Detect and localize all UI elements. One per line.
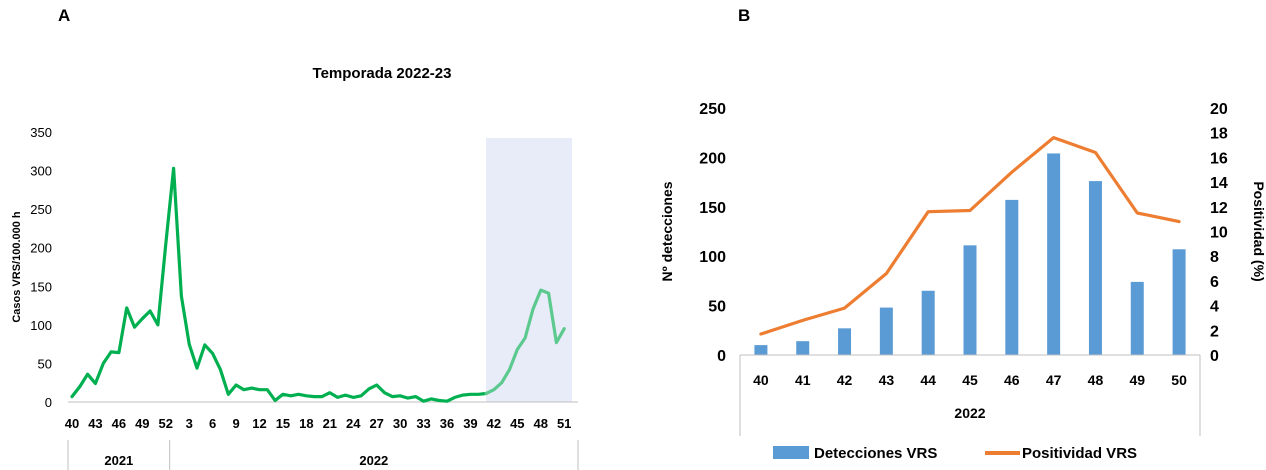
chart-a-xtick: 48 — [534, 416, 548, 431]
bar-detecciones — [879, 307, 893, 355]
bar-detecciones — [754, 345, 768, 355]
series-line-2021-22 — [70, 166, 488, 403]
chart-a-xtick: 24 — [346, 416, 361, 431]
highlight-band — [486, 138, 572, 402]
bar-detecciones — [1130, 281, 1144, 355]
bar-detecciones — [838, 328, 852, 355]
chart-b-group-label: 2022 — [954, 405, 985, 421]
chart-a-ytick: 150 — [30, 279, 52, 294]
chart-a-xtick: 6 — [209, 416, 216, 431]
chart-b-xtick: 43 — [879, 372, 895, 388]
chart-a-xtick: 42 — [487, 416, 501, 431]
chart-b-ytick: 150 — [699, 200, 726, 217]
chart-b: Nº detecciones Positividad (%)05010015020… — [659, 101, 1266, 462]
chart-a-year-label: 2021 — [104, 453, 133, 468]
chart-b-ytick-right: 4 — [1210, 299, 1219, 316]
chart-a-xtick: 49 — [135, 416, 149, 431]
series-line-2022-23 — [484, 288, 566, 396]
chart-b-ylabel: Nº detecciones — [659, 181, 675, 281]
chart-a-xtick: 36 — [440, 416, 454, 431]
chart-b-xtick: 40 — [753, 372, 769, 388]
line-positividad — [759, 136, 1181, 336]
chart-a-xtick: 12 — [252, 416, 266, 431]
chart-a-xtick: 45 — [510, 416, 524, 431]
chart-a: Temporada 2022-23 Casos VRS/100.000 h 0 50 1… — [11, 65, 579, 470]
chart-a-xtick: 30 — [393, 416, 407, 431]
panel-a-letter: A — [58, 6, 71, 25]
chart-a-xtick: 51 — [557, 416, 571, 431]
chart-a-xtick: 39 — [463, 416, 477, 431]
chart-b-ytick: 0 — [717, 348, 726, 365]
chart-a-ytick: 50 — [38, 356, 52, 371]
bar-detecciones — [796, 341, 810, 355]
bar-detecciones — [1088, 181, 1102, 355]
chart-a-xtick: 46 — [112, 416, 126, 431]
chart-a-xtick: 40 — [65, 416, 79, 431]
chart-a-ytick: 200 — [30, 241, 52, 256]
chart-a-year-label: 2022 — [359, 453, 388, 468]
chart-a-xtick: 27 — [369, 416, 383, 431]
chart-b-ytick-right: 0 — [1210, 348, 1219, 365]
chart-b-ytick-right: 16 — [1210, 150, 1228, 167]
chart-b-ytick: 50 — [708, 299, 726, 316]
chart-a-ytick: 0 — [45, 395, 52, 410]
chart-b-xtick: 41 — [795, 372, 811, 388]
chart-a-xtick: 21 — [323, 416, 337, 431]
chart-b-ytick-right: 10 — [1210, 225, 1228, 242]
chart-a-xtick: 52 — [159, 416, 173, 431]
bar-detecciones — [1005, 199, 1019, 355]
chart-b-ytick: 250 — [699, 101, 726, 118]
chart-b-ytick-right: 18 — [1210, 126, 1228, 143]
chart-a-title: Temporada 2022-23 — [313, 65, 452, 82]
legend-label-detecciones: Detecciones VRS — [814, 445, 937, 462]
chart-a-ytick: 350 — [30, 125, 52, 140]
chart-a-ytick: 250 — [30, 202, 52, 217]
chart-a-ylabel: Casos VRS/100.000 h — [11, 211, 23, 323]
chart-a-ytick: 300 — [30, 164, 52, 179]
chart-a-xtick: 9 — [232, 416, 239, 431]
chart-b-ytick-right: 20 — [1210, 101, 1228, 118]
chart-a-xtick: 33 — [416, 416, 430, 431]
chart-a-ytick: 100 — [30, 318, 52, 333]
bar-detecciones — [1047, 153, 1061, 355]
legend-label-positividad: Positividad VRS — [1022, 445, 1137, 462]
chart-b-xtick: 47 — [1046, 372, 1062, 388]
chart-a-xtick: 18 — [299, 416, 313, 431]
panel-b-letter: B — [738, 6, 751, 25]
chart-a-xtick: 15 — [276, 416, 290, 431]
chart-a-xtick: 3 — [186, 416, 193, 431]
chart-b-xtick: 49 — [1129, 372, 1145, 388]
chart-b-ytick: 100 — [699, 249, 726, 266]
chart-b-ytick: 200 — [699, 150, 726, 167]
bar-detecciones — [963, 245, 977, 355]
chart-b-ytick-right: 8 — [1210, 249, 1219, 266]
chart-b-xtick: 50 — [1171, 372, 1187, 388]
bar-detecciones — [921, 290, 935, 355]
chart-b-ytick-right: 12 — [1210, 200, 1228, 217]
bar-detecciones — [1172, 249, 1186, 355]
legend-swatch-detecciones — [773, 446, 809, 459]
chart-a-xtick: 43 — [88, 416, 102, 431]
chart-b-xtick: 44 — [920, 372, 936, 388]
chart-b-ylabel-right: Positividad (%) — [1251, 181, 1266, 281]
chart-b-ytick-right: 14 — [1210, 175, 1228, 192]
chart-b-ytick-right: 2 — [1210, 323, 1219, 340]
chart-b-xtick: 46 — [1004, 372, 1020, 388]
chart-b-xtick: 42 — [837, 372, 853, 388]
chart-b-xtick: 48 — [1088, 372, 1104, 388]
chart-b-ytick-right: 6 — [1210, 274, 1219, 291]
chart-b-xtick: 45 — [962, 372, 978, 388]
